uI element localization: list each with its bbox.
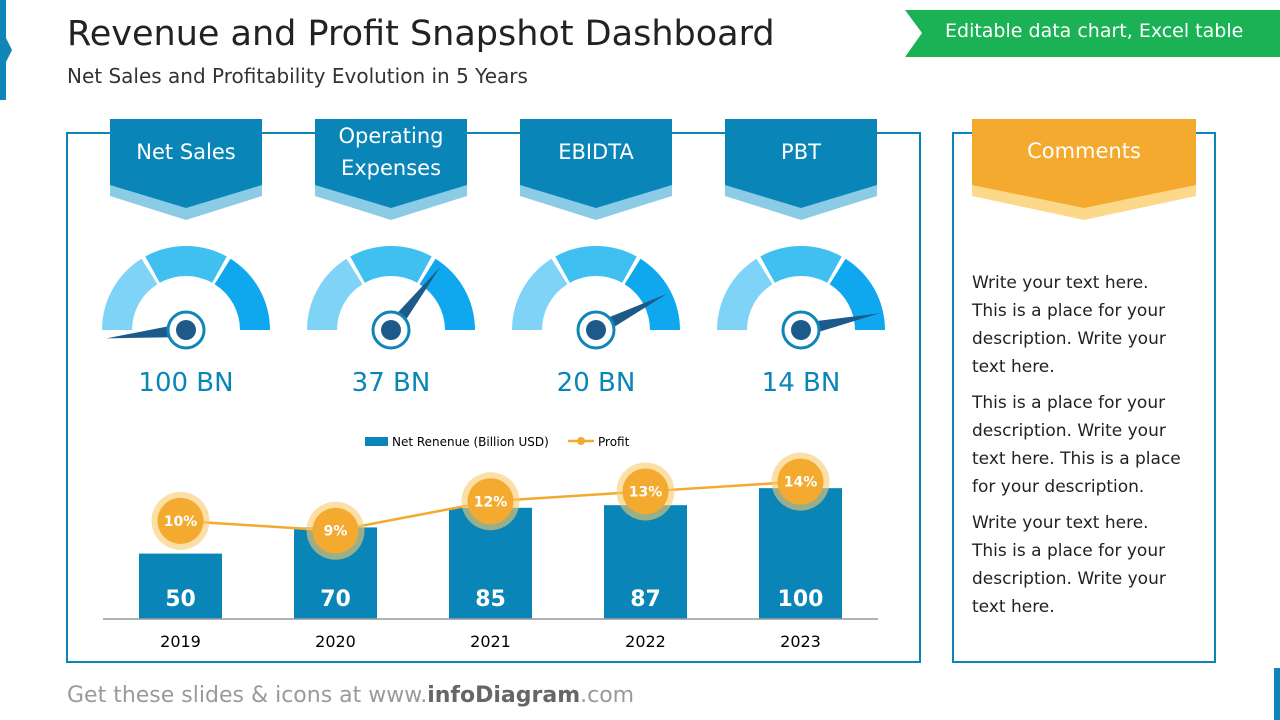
gauge-segment xyxy=(145,245,227,283)
comment-paragraph: Write your text here. This is a place fo… xyxy=(972,273,1166,377)
gauge-hub-dot xyxy=(586,320,606,340)
gauge-hub-dot xyxy=(381,320,401,340)
bar-label: 70 xyxy=(320,587,351,612)
bar-label: 100 xyxy=(778,587,824,612)
footer-prefix: Get these slides & icons at www. xyxy=(67,683,428,708)
bar xyxy=(139,553,222,619)
gauge-segment xyxy=(555,246,637,283)
comments-title: Comments xyxy=(1027,139,1141,163)
gauge-segment xyxy=(829,258,885,330)
gauge-segment xyxy=(419,258,475,330)
gauge-segment xyxy=(307,258,363,330)
combo-chart: 2019 2020 2021 2022 2023 50 70 85 87 100 10% 9% 12% 1… xyxy=(103,435,878,651)
comment-paragraph: Write your text here. This is a place fo… xyxy=(972,513,1166,617)
kpi-banner xyxy=(520,119,672,208)
badge-bg xyxy=(905,10,1280,57)
kpi-value: 37 BN xyxy=(352,368,431,398)
comments-banner xyxy=(972,119,1196,208)
gauges: 100 BN 37 BN 20 BN 14 BN xyxy=(102,119,885,398)
kpi-value: 100 BN xyxy=(138,368,233,398)
gauge-segment xyxy=(624,258,680,330)
kpi-label: PBT xyxy=(781,140,821,164)
gauge-hub-dot xyxy=(176,320,196,340)
x-tick-label: 2022 xyxy=(625,632,666,651)
gauge-segment xyxy=(102,258,158,330)
x-tick-label: 2020 xyxy=(315,632,356,651)
kpi-banner xyxy=(725,119,877,208)
gauge-segment xyxy=(717,258,773,330)
profit-label: 12% xyxy=(474,494,508,510)
x-tick-label: 2023 xyxy=(780,632,821,651)
legend-swatch xyxy=(365,437,388,446)
bar-label: 87 xyxy=(630,587,661,612)
kpi-label: Operating Expenses xyxy=(338,124,444,180)
accent-arrow xyxy=(6,38,12,62)
title: Revenue and Profit Snapshot Dashboard xyxy=(67,14,775,54)
profit-point xyxy=(312,507,359,554)
footer-suffix: .com xyxy=(580,683,635,708)
subtitle: Net Sales and Profitability Evolution in… xyxy=(67,64,528,88)
profit-point xyxy=(777,458,824,505)
profit-label: 14% xyxy=(784,475,818,491)
accent-bar xyxy=(0,0,6,100)
x-tick-label: 2019 xyxy=(160,632,201,651)
kpi-value: 20 BN xyxy=(557,368,636,398)
kpi-banner xyxy=(110,119,262,208)
legend-label: Profit xyxy=(598,435,630,449)
x-tick-label: 2021 xyxy=(470,632,511,651)
chart-frame xyxy=(66,132,921,663)
legend-label: Net Renenue (Billion USD) xyxy=(392,435,549,449)
gauge-needle xyxy=(106,323,187,339)
profit-point xyxy=(622,468,669,515)
profit-label: 9% xyxy=(324,524,348,540)
profit-label: 13% xyxy=(629,484,663,500)
gauge-segment xyxy=(512,258,568,330)
badge: Editable data chart, Excel table xyxy=(945,20,1244,42)
comments-text: Write your text here. This is a place fo… xyxy=(972,269,1187,629)
kpi-banner xyxy=(315,119,467,208)
footer-brand: infoDiagram xyxy=(427,683,581,708)
profit-label: 10% xyxy=(164,514,198,530)
gauge-segment xyxy=(760,246,842,283)
profit-point xyxy=(467,478,514,525)
bar-label: 50 xyxy=(165,587,196,612)
kpi-label: EBIDTA xyxy=(558,140,634,164)
gauge-segment xyxy=(350,246,432,283)
bar xyxy=(604,505,687,619)
kpi-label: Net Sales xyxy=(136,140,236,164)
footer: Get these slides & icons at www.infoDiag… xyxy=(67,683,634,708)
bar-label: 85 xyxy=(475,587,506,612)
corner-bar xyxy=(1274,668,1280,720)
comment-paragraph: This is a place for your description. Wr… xyxy=(972,393,1181,497)
gauge-hub-dot xyxy=(791,320,811,340)
legend-swatch xyxy=(577,437,585,445)
profit-point xyxy=(157,497,204,544)
kpi-value: 14 BN xyxy=(762,368,841,398)
gauge-segment xyxy=(214,258,270,330)
